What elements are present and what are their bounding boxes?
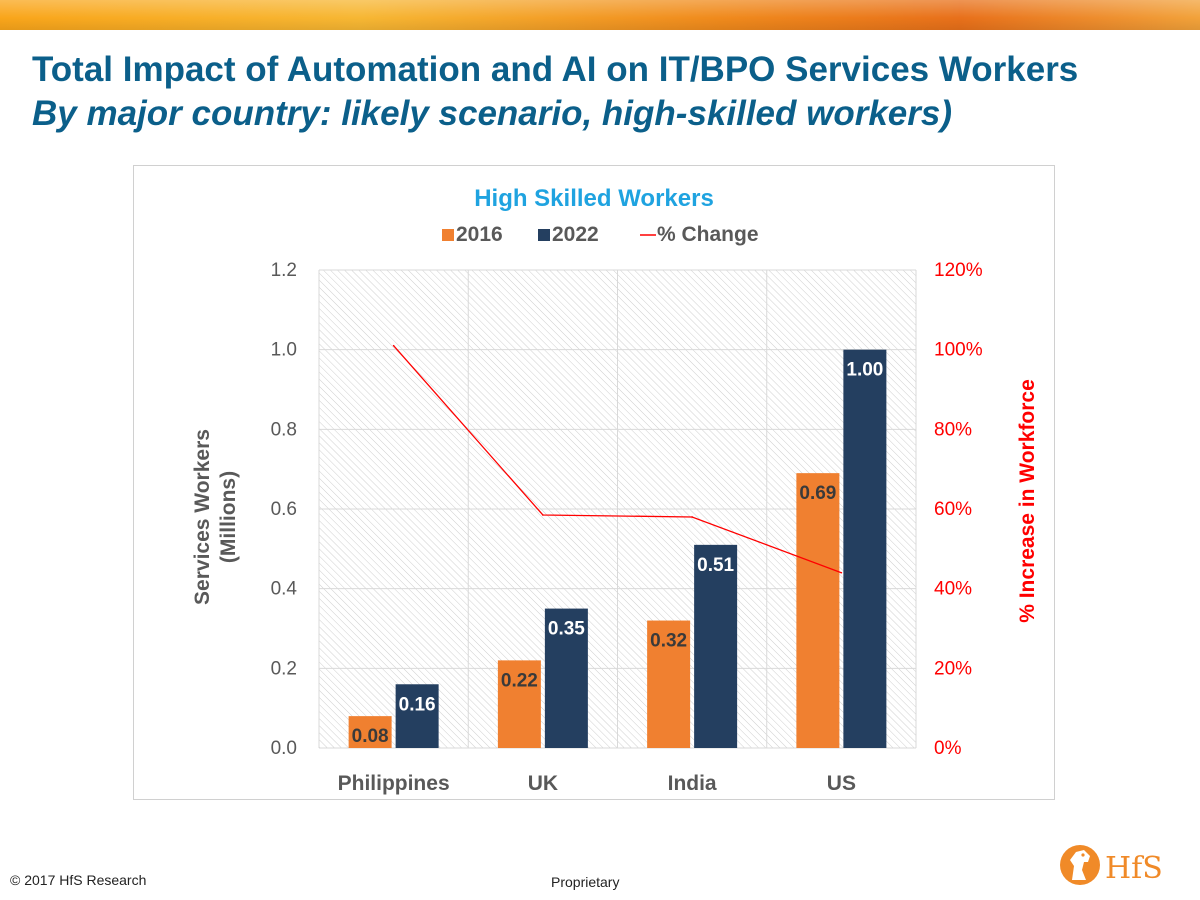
- bar-2016: [348, 716, 392, 748]
- y2-tick-label: 100%: [934, 340, 983, 361]
- horse-head-icon: [1060, 845, 1100, 885]
- legend-swatch-2016: [442, 229, 454, 241]
- data-label: 0.16: [399, 694, 436, 715]
- y2-axis-title: % Increase in Workforce: [1016, 379, 1039, 623]
- data-label: 0.22: [501, 670, 538, 691]
- bar-2022: [544, 608, 588, 748]
- bar-2016: [796, 473, 840, 748]
- y-tick-label: 0.8: [271, 419, 297, 440]
- top-banner: [0, 0, 1200, 30]
- chart: 0.0 0.2 0.4 0.6 0.8 1.0 1.2 0% 20% 40% 60% 80% 100% 1…: [191, 185, 1039, 795]
- legend-label-2016: 2016: [456, 223, 503, 246]
- y-tick-label: 1.0: [271, 340, 297, 361]
- y2-tick-label: 0%: [934, 738, 962, 759]
- y-axis-title-line: (Millions): [217, 471, 240, 563]
- hfs-logo: HfS: [1060, 845, 1163, 886]
- hfs-logo-text: HfS: [1105, 851, 1163, 886]
- line-point: [840, 571, 843, 574]
- x-tick-label: UK: [528, 772, 558, 795]
- y-axis-title-line: Services Workers: [191, 429, 214, 605]
- bar-2022: [395, 684, 439, 748]
- slide-subtitle: By major country: likely scenario, high-…: [32, 94, 953, 133]
- y-axis-title: Services Workers (Millions): [191, 429, 240, 605]
- legend-label-2022: 2022: [552, 223, 599, 246]
- chart-frame: 0.0 0.2 0.4 0.6 0.8 1.0 1.2 0% 20% 40% 60% 80% 100% 1…: [133, 165, 1055, 800]
- bar-2016: [647, 620, 691, 748]
- x-tick-label: US: [827, 772, 856, 795]
- slide-title: Total Impact of Automation and AI on IT/…: [32, 50, 1079, 89]
- y-tick-label: 0.2: [271, 658, 297, 679]
- line-point: [392, 344, 395, 347]
- y-tick-label: 0.4: [271, 579, 298, 600]
- data-label: 0.35: [548, 619, 585, 640]
- footer-copyright: © 2017 HfS Research: [10, 872, 147, 888]
- y-tick-label: 0.0: [271, 738, 297, 759]
- x-tick-label: Philippines: [338, 772, 450, 795]
- bar-2022: [694, 544, 738, 748]
- chart-title: High Skilled Workers: [474, 185, 714, 212]
- data-label: 0.32: [650, 631, 687, 652]
- y2-tick-label: 120%: [934, 260, 983, 281]
- data-label: 0.69: [799, 483, 836, 504]
- x-tick-label: India: [668, 772, 717, 795]
- y2-tick-label: 20%: [934, 658, 972, 679]
- bar-2016: [497, 660, 541, 748]
- data-label: 1.00: [846, 360, 883, 381]
- bar-2022: [843, 349, 887, 748]
- y2-tick-label: 80%: [934, 419, 972, 440]
- footer-proprietary: Proprietary: [551, 874, 620, 890]
- legend-swatch-2022: [538, 229, 550, 241]
- y2-tick-label: 40%: [934, 579, 972, 600]
- series-line-change: [393, 345, 842, 574]
- line-point: [542, 514, 544, 516]
- y-tick-label: 1.2: [271, 260, 297, 281]
- legend-label-change: % Change: [657, 223, 759, 246]
- data-label: 0.08: [352, 726, 389, 747]
- data-label: 0.51: [697, 555, 734, 576]
- y-tick-label: 0.6: [271, 499, 297, 520]
- y2-tick-label: 60%: [934, 499, 972, 520]
- line-point: [691, 516, 693, 518]
